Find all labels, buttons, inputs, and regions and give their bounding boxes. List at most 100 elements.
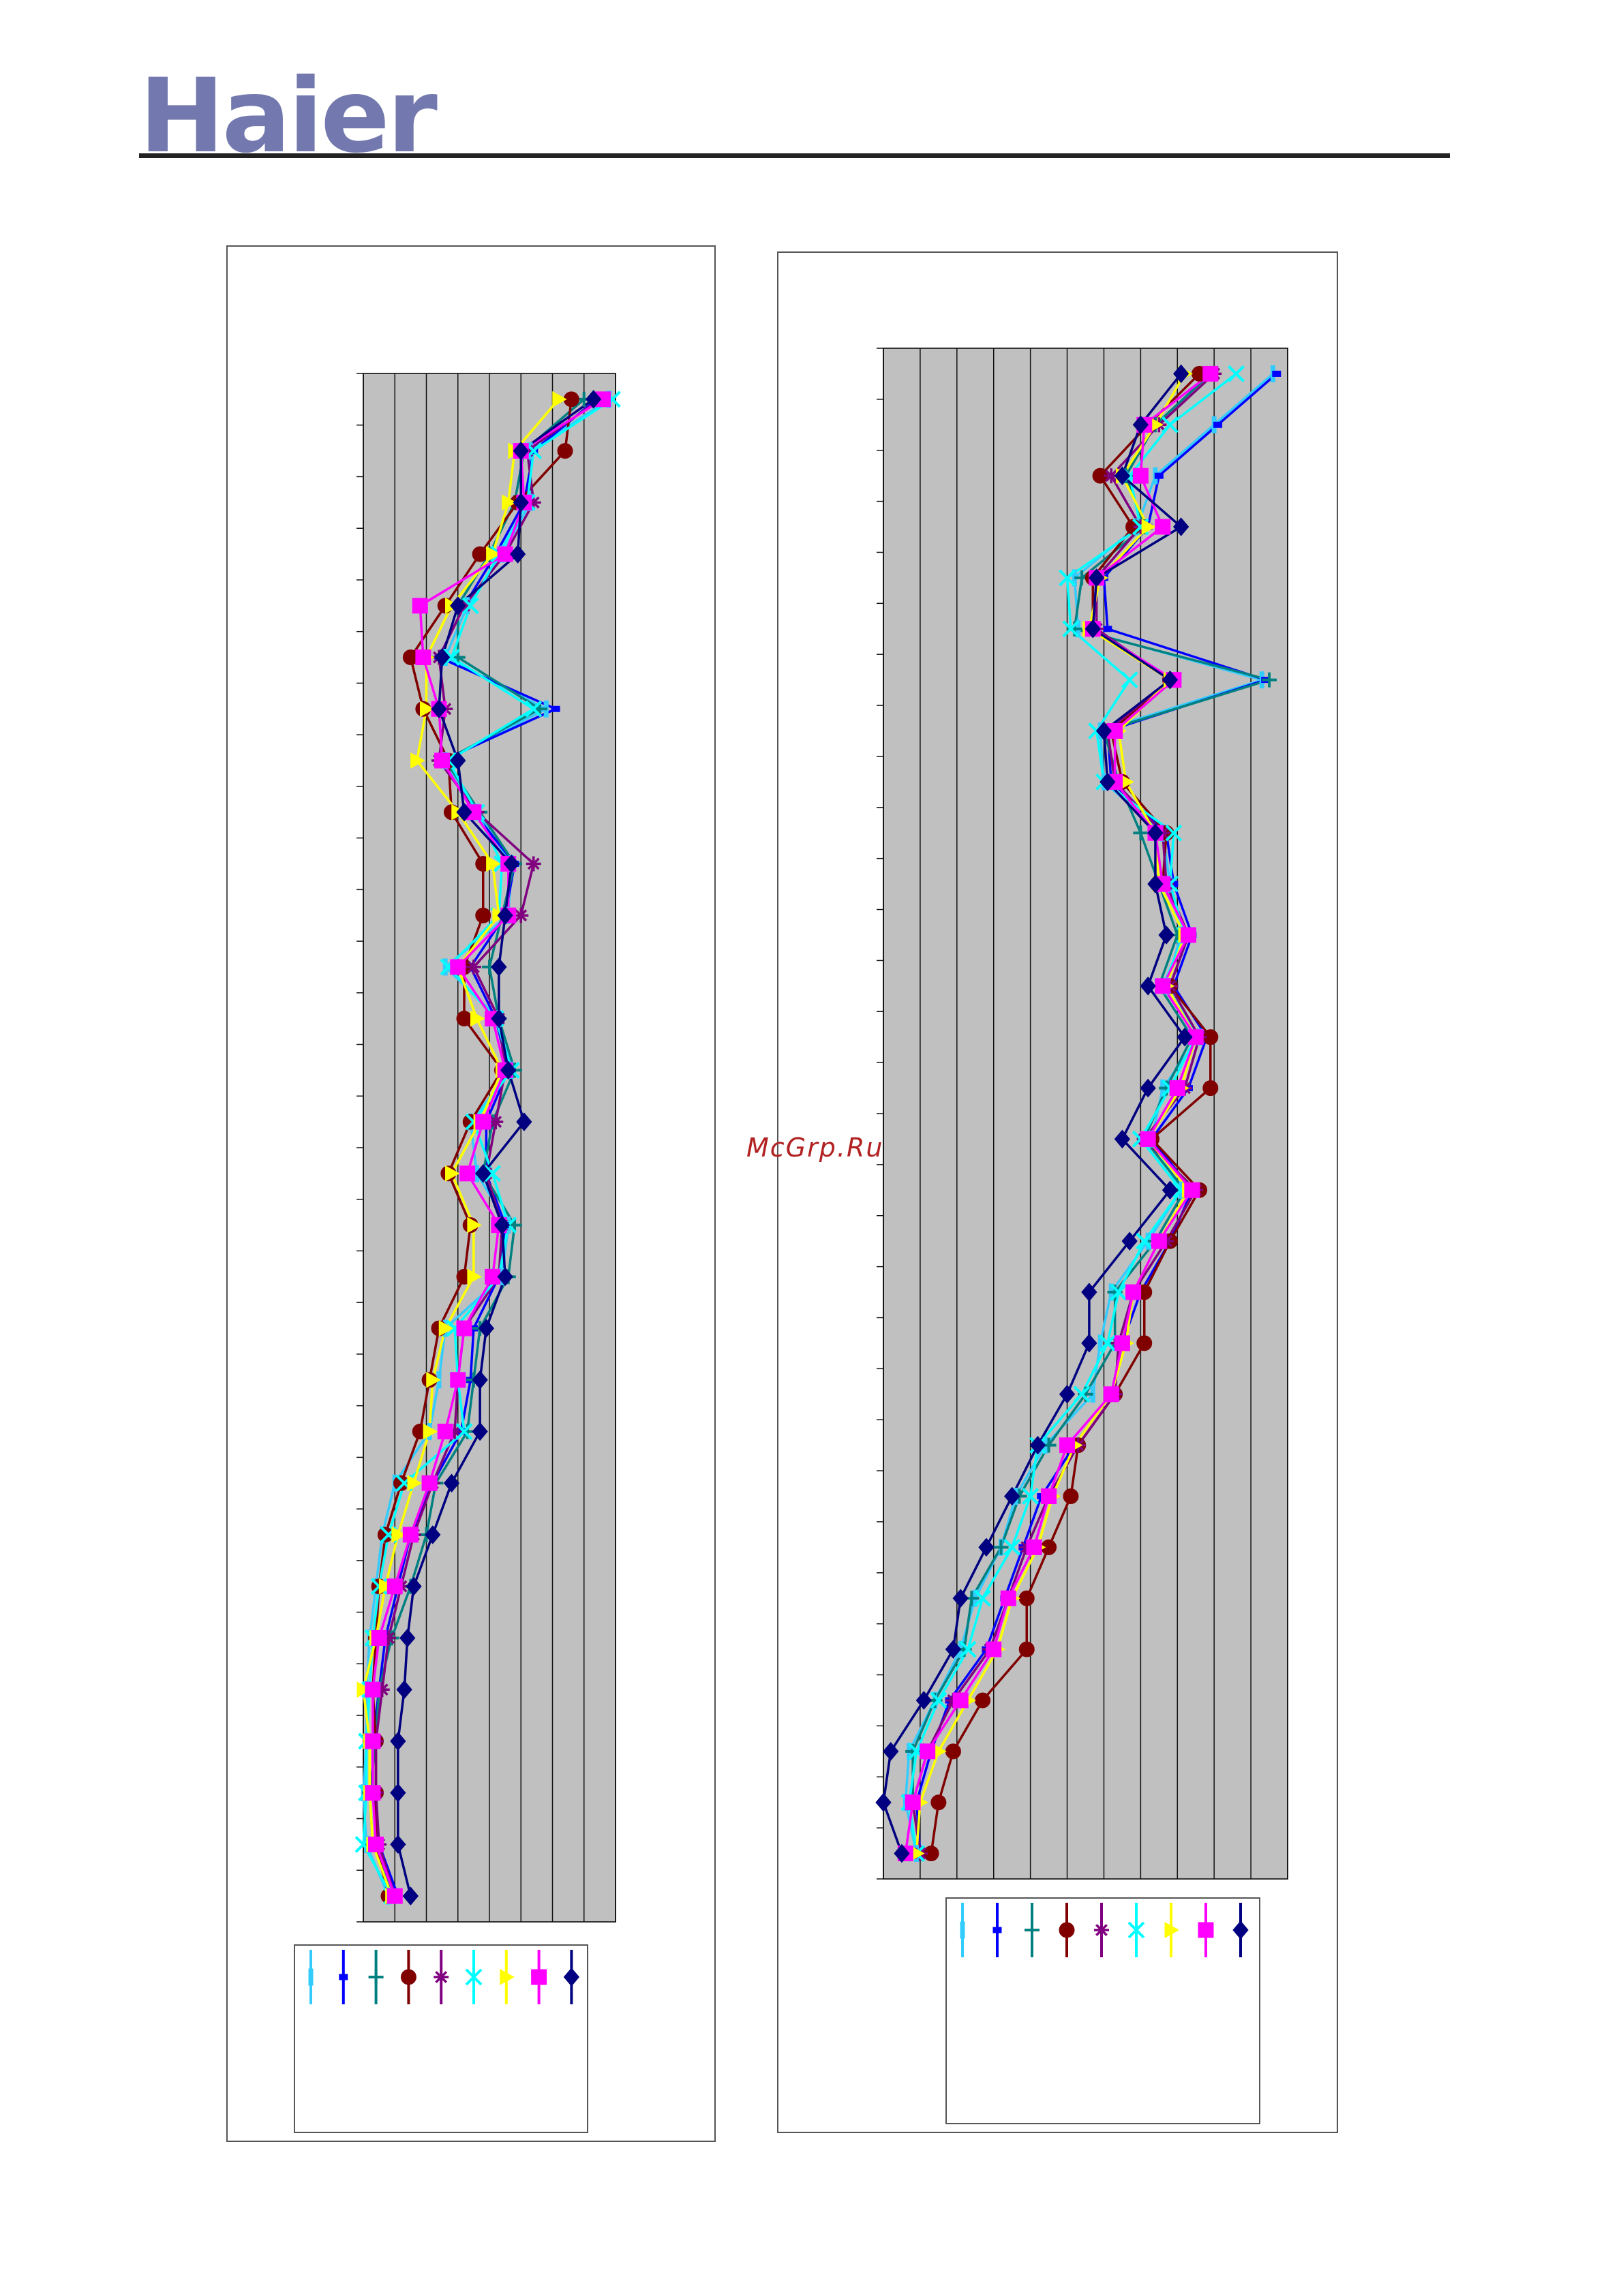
data-point	[1140, 1131, 1156, 1147]
marker-shape	[513, 441, 529, 461]
marker-shape	[959, 1640, 977, 1658]
marker-shape	[960, 1921, 965, 1939]
marker-shape	[450, 1372, 466, 1388]
marker-shape	[467, 960, 480, 973]
marker-shape	[1140, 1131, 1156, 1147]
data-point	[470, 1010, 485, 1027]
data-point	[513, 441, 529, 461]
marker-shape	[415, 649, 431, 666]
data-point	[975, 1692, 991, 1709]
data-point	[365, 1733, 381, 1749]
marker-shape	[516, 1112, 532, 1131]
marker-shape	[1140, 1078, 1156, 1098]
marker-shape	[585, 390, 602, 409]
data-point	[486, 546, 501, 562]
marker-shape	[1162, 670, 1179, 690]
data-point	[421, 1475, 438, 1491]
marker-shape	[450, 596, 466, 615]
data-point	[434, 752, 451, 769]
data-point	[437, 1424, 453, 1440]
data-point	[915, 1691, 932, 1710]
data-point	[974, 1589, 991, 1607]
data-point	[1173, 517, 1189, 536]
marker-shape	[390, 1835, 406, 1854]
data-point	[1062, 620, 1080, 638]
data-point	[952, 1589, 969, 1608]
marker-shape	[509, 545, 526, 564]
legend-marker	[434, 1970, 449, 1985]
marker-shape	[455, 1423, 473, 1440]
data-point	[1272, 370, 1281, 377]
data-point	[407, 1475, 423, 1492]
data-point	[930, 1692, 947, 1709]
data-point	[585, 390, 602, 409]
marker-shape	[905, 1794, 921, 1811]
marker-shape	[1095, 1924, 1108, 1936]
data-point	[883, 1742, 899, 1761]
marker-shape	[1173, 364, 1189, 384]
marker-shape	[1127, 1921, 1145, 1939]
data-point	[1003, 1538, 1021, 1556]
data-point	[467, 1268, 482, 1285]
plot-area	[883, 348, 1288, 1880]
data-point	[509, 545, 526, 564]
marker-shape	[1162, 1180, 1179, 1200]
marker-shape	[1018, 1590, 1035, 1606]
marker-shape	[525, 700, 543, 718]
data-point	[378, 1578, 394, 1595]
data-point	[1063, 1488, 1079, 1504]
marker-shape	[400, 1969, 416, 1985]
marker-shape	[486, 855, 501, 872]
marker-shape	[456, 802, 472, 822]
data-point	[412, 598, 428, 614]
data-point	[1162, 1180, 1179, 1200]
data-point	[396, 1680, 412, 1699]
marker-shape	[406, 1576, 422, 1596]
data-point	[978, 1537, 995, 1557]
marker-shape	[475, 1164, 491, 1183]
marker-shape	[875, 1792, 892, 1812]
data-point	[386, 1578, 403, 1595]
marker-shape	[1155, 519, 1171, 535]
series-line	[368, 398, 585, 1897]
marker-shape	[1114, 466, 1131, 485]
marker-shape	[915, 1691, 932, 1710]
data-point	[402, 1886, 419, 1905]
data-point	[455, 1423, 473, 1440]
data-point	[557, 443, 573, 459]
marker-shape	[1062, 620, 1080, 638]
data-point	[365, 1785, 381, 1801]
data-point	[415, 649, 431, 666]
marker-shape	[500, 1969, 515, 1985]
data-point	[486, 855, 501, 872]
marker-shape	[399, 1628, 416, 1648]
marker-shape	[1103, 626, 1112, 632]
marker-shape	[1173, 517, 1189, 536]
data-point	[491, 1009, 507, 1028]
marker-shape	[472, 1371, 488, 1390]
data-point	[443, 1473, 460, 1493]
marker-shape	[883, 1742, 899, 1761]
marker-shape	[339, 1974, 348, 1980]
marker-shape	[1073, 1386, 1091, 1403]
legend-marker	[1025, 1923, 1040, 1938]
marker-shape	[978, 1537, 995, 1557]
marker-shape	[1114, 1129, 1131, 1149]
data-point	[1132, 468, 1149, 484]
legend-marker	[1059, 1922, 1075, 1938]
data-point	[1095, 721, 1112, 741]
data-point	[484, 1165, 502, 1182]
data-point	[1151, 1233, 1167, 1249]
marker-shape	[472, 1422, 488, 1441]
data-point	[1081, 1283, 1097, 1302]
marker-shape	[1003, 1538, 1021, 1556]
marker-shape	[371, 1629, 387, 1646]
data-point	[1136, 1232, 1153, 1250]
data-point	[1132, 415, 1149, 435]
marker-shape	[489, 1116, 502, 1129]
data-point	[443, 649, 460, 666]
marker-shape	[1099, 772, 1116, 792]
legend-marker	[563, 1968, 580, 1987]
data-point	[1147, 874, 1164, 893]
legend-marker	[1127, 1921, 1145, 1939]
